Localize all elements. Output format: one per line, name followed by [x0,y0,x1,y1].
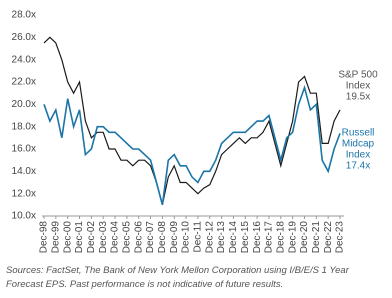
x-tick-label: Dec-17 [264,221,275,254]
y-tick-label: 14.0x [12,166,36,177]
x-tick-label: Dec-16 [252,221,263,254]
series-line [43,84,341,206]
y-tick-label: 12.0x [12,188,36,199]
x-tick-label: Dec-02 [86,221,97,254]
annotation: Russell [342,128,375,139]
x-tick-label: Dec-01 [74,221,85,254]
x-tick-label: Dec-10 [181,221,192,254]
series-line [43,36,341,205]
x-tick-label: Dec-20 [299,221,310,254]
x-tick-label: Dec-08 [157,221,168,254]
x-tick-label: Dec-07 [145,221,156,254]
annotation: 17.4x [346,161,370,172]
y-tick-label: 28.0x [12,10,36,21]
annotation: Index [346,150,370,161]
annotation: 19.5x [346,92,370,103]
x-tick-label: Dec-00 [62,221,73,254]
y-tick-label: 26.0x [12,32,36,43]
x-tick-label: Dec-12 [204,221,215,254]
chart: 10.0x 12.0x 14.0x 16.0x 18.0x 20.0x 22.0x 24.0x… [12,10,379,254]
x-tick-label: Dec-19 [287,221,298,254]
y-tick-label: 10.0x [12,211,36,222]
x-tick-label: Dec-22 [323,221,334,254]
x-tick-label: Dec-23 [335,221,346,254]
annotation: Midcap [342,139,375,150]
x-tick-label: Dec-13 [216,221,227,254]
y-tick-label: 20.0x [12,99,36,110]
x-tick-label: Dec-11 [193,221,204,253]
x-tick-label: Dec-18 [275,221,286,254]
annotation: S&P 500 [338,70,378,81]
annotation: Index [346,81,370,92]
y-tick-label: 18.0x [12,121,36,132]
x-tick-label: Dec-04 [110,221,121,254]
x-tick-label: Dec-15 [240,221,251,254]
x-tick-label: Dec-98 [39,221,50,254]
y-tick-label: 24.0x [12,54,36,65]
y-tick-label: 22.0x [12,77,36,88]
x-tick-label: Dec-03 [98,221,109,254]
y-tick-label: 16.0x [12,144,36,155]
footnote: Sources: FactSet, The Bank of New York M… [6,265,349,290]
x-tick-label: Dec-21 [311,221,322,254]
x-tick-label: Dec-06 [133,221,144,254]
x-tick-label: Dec-05 [122,221,133,254]
x-tick-label: Dec-99 [50,221,61,254]
x-tick-label: Dec-14 [228,221,239,254]
x-tick-label: Dec-09 [169,221,180,254]
